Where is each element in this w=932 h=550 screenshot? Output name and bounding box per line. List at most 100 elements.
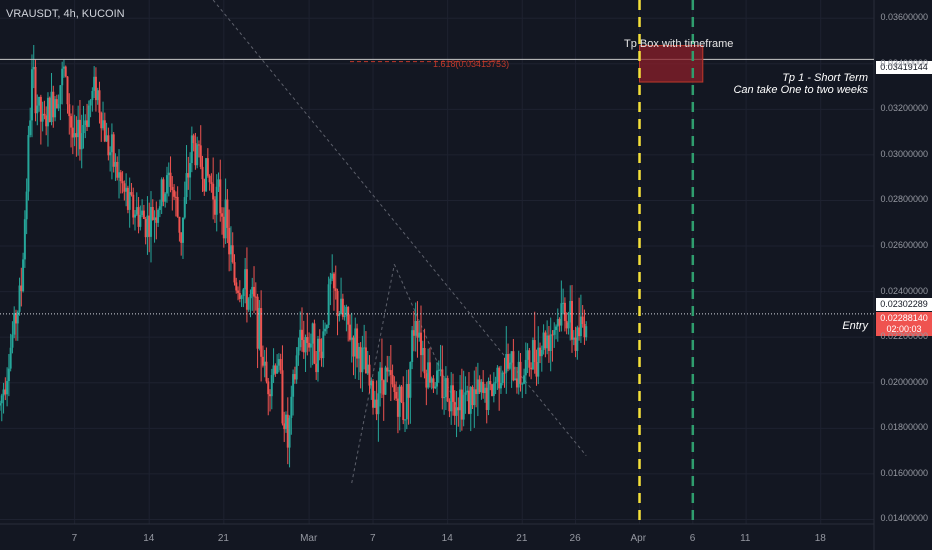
candle-body bbox=[302, 339, 305, 353]
candle-body bbox=[251, 286, 254, 295]
entry-label: Entry bbox=[842, 320, 868, 332]
candle-body bbox=[420, 332, 423, 356]
tp-line-2: Can take One to two weeks bbox=[733, 84, 868, 96]
time-tick-label: 21 bbox=[217, 533, 229, 544]
candle-body bbox=[395, 391, 398, 399]
candle-body bbox=[546, 335, 549, 349]
candle-body bbox=[345, 306, 348, 317]
candle-body bbox=[281, 370, 284, 424]
candle-body bbox=[77, 119, 80, 138]
candle-body bbox=[439, 369, 442, 371]
candle-body bbox=[84, 120, 87, 125]
candle-body bbox=[494, 381, 497, 384]
candle-body bbox=[414, 321, 417, 336]
time-tick-label: 7 bbox=[370, 533, 376, 544]
price-tick-label: 0.02600000 bbox=[880, 240, 928, 251]
candle-body bbox=[480, 381, 483, 393]
candle-body bbox=[102, 120, 105, 129]
candle-body bbox=[505, 354, 508, 373]
candle-body bbox=[155, 217, 158, 223]
candle-body bbox=[398, 386, 401, 417]
price-tick-label: 0.03200000 bbox=[880, 103, 928, 114]
candle-body bbox=[501, 372, 504, 383]
candle-body bbox=[476, 379, 479, 395]
candle-body bbox=[78, 119, 81, 150]
candle-body bbox=[313, 323, 316, 364]
candle-body bbox=[540, 350, 543, 357]
entry-price-tag: 0.02302289 bbox=[876, 298, 932, 311]
candle-body bbox=[158, 206, 161, 210]
candle-body bbox=[492, 383, 495, 396]
candle-body bbox=[578, 327, 581, 337]
candle-body bbox=[70, 116, 73, 128]
candle-body bbox=[165, 175, 168, 194]
price-tick-label: 0.01400000 bbox=[880, 513, 928, 524]
candle-body bbox=[396, 398, 399, 417]
candle-body bbox=[123, 183, 126, 192]
candle-body bbox=[181, 217, 184, 243]
candle-body bbox=[521, 383, 524, 385]
candle-body bbox=[455, 407, 458, 416]
candle-body bbox=[391, 374, 394, 385]
candle-body bbox=[135, 207, 138, 215]
candle-body bbox=[370, 381, 373, 386]
candle-body bbox=[436, 370, 438, 387]
candle-body bbox=[68, 104, 71, 117]
candle-body bbox=[434, 386, 437, 389]
candle-body bbox=[228, 227, 231, 255]
candle-body bbox=[18, 285, 21, 312]
candle-body bbox=[141, 210, 144, 216]
candle-body bbox=[57, 104, 60, 109]
candle-body bbox=[128, 192, 131, 210]
candle-body bbox=[144, 218, 147, 238]
candle-body bbox=[212, 183, 215, 200]
candle-body bbox=[340, 298, 343, 315]
candle-body bbox=[409, 362, 412, 398]
candle-body bbox=[265, 361, 268, 382]
price-tick-label: 0.03600000 bbox=[880, 12, 928, 23]
candle-body bbox=[208, 175, 211, 183]
candle-body bbox=[36, 105, 39, 114]
candle-body bbox=[473, 389, 476, 406]
candle-body bbox=[531, 340, 534, 370]
candle-body bbox=[464, 392, 467, 395]
candle-body bbox=[372, 381, 375, 408]
candle-body bbox=[576, 327, 579, 351]
price-tick-label: 0.03000000 bbox=[880, 148, 928, 159]
candle-body bbox=[34, 66, 37, 114]
candle-body bbox=[30, 69, 33, 121]
candle-body bbox=[373, 399, 376, 408]
candle-body bbox=[359, 346, 362, 373]
candle-body bbox=[469, 387, 472, 414]
candle-body bbox=[29, 120, 32, 136]
candle-body bbox=[196, 144, 199, 166]
candle-body bbox=[555, 326, 558, 331]
candle-body bbox=[475, 389, 478, 395]
candle-body bbox=[347, 306, 350, 325]
candle-body bbox=[130, 192, 133, 195]
candle-body bbox=[334, 288, 337, 291]
candle-body bbox=[496, 367, 499, 382]
candle-body bbox=[316, 338, 319, 373]
candle-body bbox=[329, 278, 332, 285]
candle-body bbox=[416, 321, 419, 338]
candle-body bbox=[467, 390, 470, 414]
candle-body bbox=[240, 296, 243, 299]
candle-body bbox=[192, 135, 195, 143]
candle-body bbox=[514, 378, 517, 381]
candle-body bbox=[39, 96, 42, 122]
candle-body bbox=[137, 207, 140, 227]
candle-body bbox=[361, 347, 364, 373]
candle-body bbox=[380, 367, 383, 381]
candle-body bbox=[542, 332, 545, 351]
candle-body bbox=[110, 134, 113, 153]
candle-body bbox=[13, 313, 16, 335]
candle-body bbox=[428, 362, 431, 383]
candle-body bbox=[162, 179, 165, 202]
candle-body bbox=[23, 219, 26, 260]
candle-body bbox=[199, 145, 202, 167]
candle-body bbox=[194, 142, 197, 166]
candle-body bbox=[533, 340, 536, 363]
